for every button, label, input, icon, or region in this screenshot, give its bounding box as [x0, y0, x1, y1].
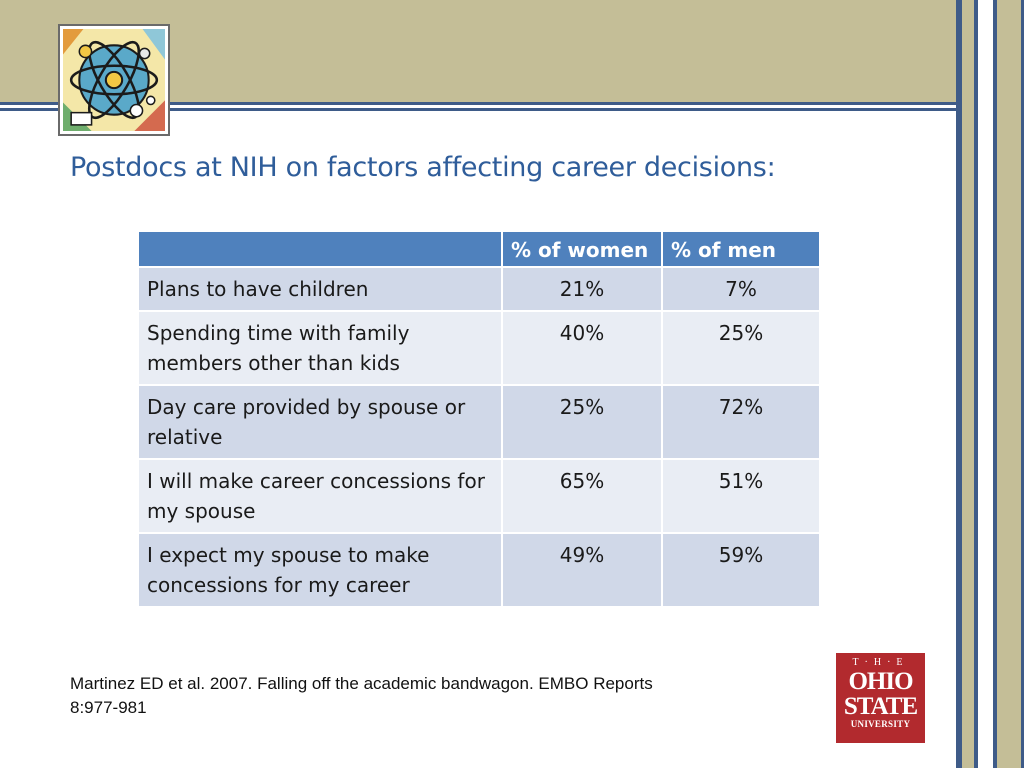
career-factors-table: % of women % of men Plans to have childr… — [137, 230, 821, 608]
slide-title: Postdocs at NIH on factors affecting car… — [70, 152, 776, 183]
men-percent: 25% — [661, 310, 821, 386]
row-label: I expect my spouse to make concessions f… — [137, 532, 503, 608]
women-percent: 21% — [501, 266, 663, 312]
right-border-tan — [962, 0, 974, 768]
women-percent: 25% — [501, 384, 663, 460]
table-row: Spending time with family members other … — [137, 310, 821, 386]
logo-the: T·H·E — [852, 657, 909, 668]
women-percent: 65% — [501, 458, 663, 534]
men-percent: 72% — [661, 384, 821, 460]
right-border-bar — [993, 0, 997, 768]
table-header-row: % of women % of men — [137, 230, 821, 268]
row-label: Spending time with family members other … — [137, 310, 503, 386]
men-percent: 7% — [661, 266, 821, 312]
men-percent: 59% — [661, 532, 821, 608]
row-label: I will make career concessions for my sp… — [137, 458, 503, 534]
row-label: Day care provided by spouse or relative — [137, 384, 503, 460]
table-row: I will make career concessions for my sp… — [137, 458, 821, 534]
right-border-tan — [997, 0, 1021, 768]
citation-line: 8:977-981 — [70, 698, 147, 717]
men-percent: 51% — [661, 458, 821, 534]
logo-university: UNIVERSITY — [850, 719, 911, 729]
science-atom-clipart-icon — [58, 24, 170, 136]
table-row: Plans to have children 21% 7% — [137, 266, 821, 312]
logo-ohio: OHIO — [848, 668, 913, 695]
right-border-bar — [956, 0, 962, 768]
table-row: Day care provided by spouse or relative … — [137, 384, 821, 460]
header-men: % of men — [661, 230, 821, 268]
right-border-bar — [974, 0, 978, 768]
women-percent: 49% — [501, 532, 663, 608]
right-border-bar — [1021, 0, 1024, 768]
header-rule — [0, 108, 958, 111]
header-label-cell — [137, 230, 503, 268]
logo-state: STATE — [843, 693, 918, 720]
ohio-state-logo: T·H·E OHIO STATE UNIVERSITY — [836, 653, 925, 743]
women-percent: 40% — [501, 310, 663, 386]
citation: Martinez ED et al. 2007. Falling off the… — [70, 672, 790, 720]
citation-line: Martinez ED et al. 2007. Falling off the… — [70, 674, 653, 693]
header-women: % of women — [501, 230, 663, 268]
table-row: I expect my spouse to make concessions f… — [137, 532, 821, 608]
row-label: Plans to have children — [137, 266, 503, 312]
